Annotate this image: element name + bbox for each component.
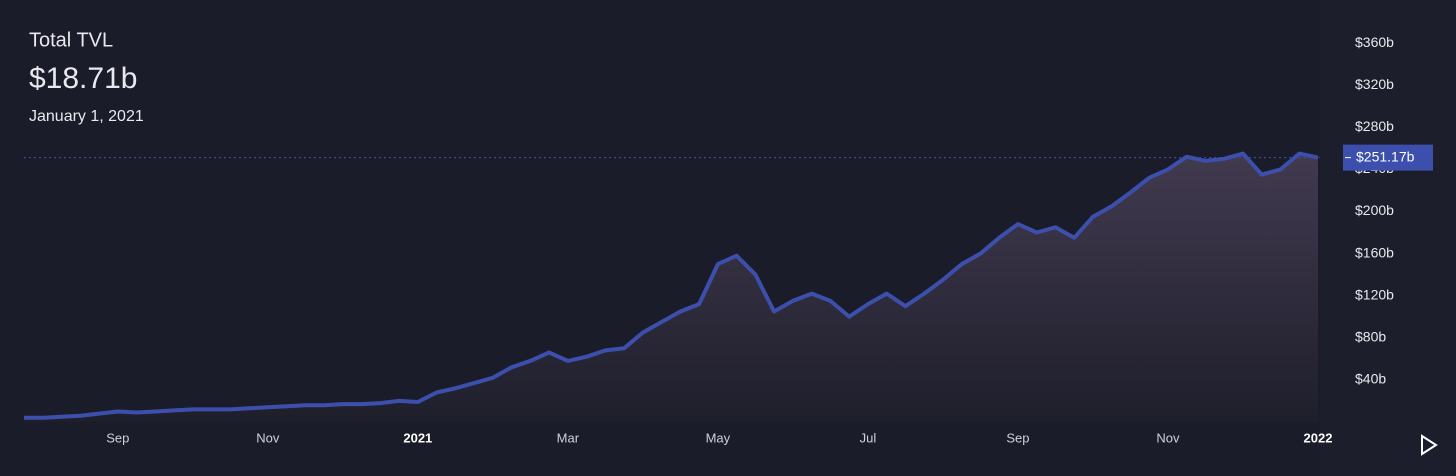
x-tick-label: Sep xyxy=(106,430,129,445)
header-date: January 1, 2021 xyxy=(29,108,144,125)
header-value: $18.71b xyxy=(29,62,137,95)
x-tick-label: Nov xyxy=(256,430,280,445)
x-tick-label: 2021 xyxy=(403,430,432,445)
y-tick-label: $200b xyxy=(1355,202,1394,218)
y-tick-label: $40b xyxy=(1355,371,1386,387)
y-tick-label: $360b xyxy=(1355,34,1394,50)
x-tick-label: May xyxy=(706,430,731,445)
x-tick-label: Sep xyxy=(1006,430,1029,445)
x-tick-label: Nov xyxy=(1156,430,1180,445)
last-value-box xyxy=(1343,144,1433,171)
y-tick-label: $320b xyxy=(1355,76,1394,92)
x-tick-label: Mar xyxy=(557,430,580,445)
y-tick-label: $280b xyxy=(1355,118,1394,134)
y-tick-label: $80b xyxy=(1355,328,1386,344)
last-value-label: $251.17b xyxy=(1356,148,1415,164)
axis-panel xyxy=(1320,0,1456,476)
area-fill xyxy=(24,153,1318,422)
header-title: Total TVL xyxy=(29,29,113,51)
plot: $40b$80b$120b$160b$200b$240b$280b$320b$3… xyxy=(24,34,1433,445)
y-tick-label: $160b xyxy=(1355,244,1394,260)
play-button[interactable] xyxy=(1421,434,1438,456)
y-tick-label: $120b xyxy=(1355,286,1394,302)
x-tick-label: Jul xyxy=(860,430,877,445)
x-tick-label: 2022 xyxy=(1304,430,1333,445)
line xyxy=(24,151,1319,420)
